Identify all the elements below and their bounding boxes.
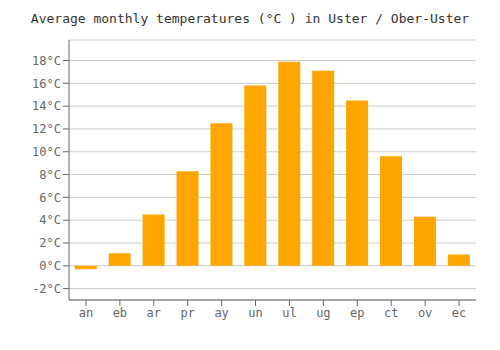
- svg-text:18°C: 18°C: [32, 54, 61, 68]
- svg-text:ov: ov: [418, 306, 432, 320]
- svg-text:12°C: 12°C: [32, 122, 61, 136]
- svg-text:-2°C: -2°C: [32, 282, 61, 296]
- svg-text:ec: ec: [452, 306, 466, 320]
- svg-text:4°C: 4°C: [39, 213, 61, 227]
- svg-text:6°C: 6°C: [39, 191, 61, 205]
- svg-text:8°C: 8°C: [39, 168, 61, 182]
- svg-text:ep: ep: [350, 306, 364, 320]
- svg-text:eb: eb: [113, 306, 127, 320]
- svg-text:un: un: [248, 306, 262, 320]
- svg-text:14°C: 14°C: [32, 99, 61, 113]
- svg-text:0°C: 0°C: [39, 259, 61, 273]
- svg-text:10°C: 10°C: [32, 145, 61, 159]
- html-text:Average monthly temperatures (: Average monthly temperatures (°C ) in Us…: [30, 11, 470, 26]
- svg-text:2°C: 2°C: [39, 236, 61, 250]
- svg-text:ul: ul: [282, 306, 296, 320]
- svg-text:an: an: [79, 306, 93, 320]
- svg-text:16°C: 16°C: [32, 77, 61, 91]
- svg-text:ct: ct: [384, 306, 398, 320]
- svg-text:pr: pr: [180, 306, 194, 320]
- svg-text:ug: ug: [316, 306, 330, 320]
- svg-text:ar: ar: [147, 306, 161, 320]
- svg-text:ay: ay: [214, 306, 228, 320]
